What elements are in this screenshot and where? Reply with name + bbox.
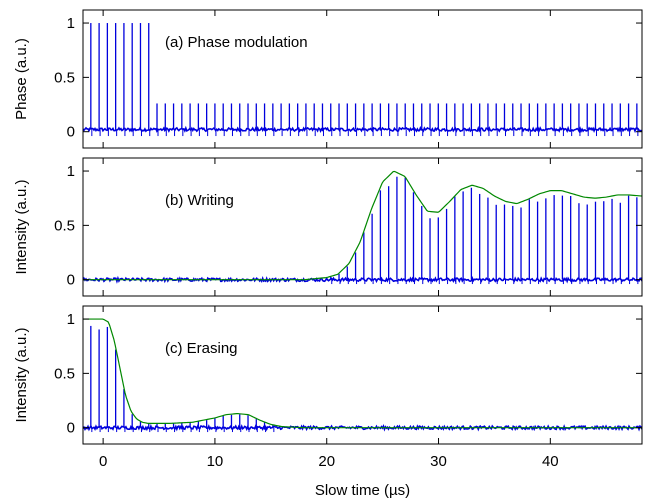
x-tick-label: 0 — [99, 453, 107, 470]
y-tick-label: 0 — [67, 272, 75, 289]
panel-a-data — [83, 23, 642, 137]
panel-c-data — [83, 318, 642, 433]
series-fit-curve — [83, 170, 642, 281]
y-tick-label: 0.5 — [54, 69, 75, 86]
y-axis-title: Phase (a.u.) — [13, 38, 30, 120]
y-tick-label: 1 — [67, 15, 75, 32]
panel-a-frame — [82, 9, 643, 149]
panel-b-frame — [82, 157, 643, 297]
x-tick-label: 30 — [430, 453, 447, 470]
panel-b: 0 0.5 1 Intensity (a.u.) (b) Writing — [13, 157, 643, 297]
panel-c-title: (c) Erasing — [165, 340, 238, 357]
series-baseline-trace — [83, 125, 642, 134]
x-tick-label: 20 — [318, 453, 335, 470]
panel-c-frame — [82, 305, 643, 445]
y-axis-title: Intensity (a.u.) — [13, 179, 30, 274]
y-axis-title: Intensity (a.u.) — [13, 327, 30, 422]
panel-a: 0 0.5 1 Phase (a.u.) (a) Phase modulation — [13, 9, 643, 149]
y-tick-label: 0.5 — [54, 365, 75, 382]
y-tick-label: 0 — [67, 420, 75, 437]
y-tick-label: 0 — [67, 124, 75, 141]
series-fit-curve — [83, 318, 642, 429]
x-tick-label: 10 — [207, 453, 224, 470]
x-axis-title: Slow time (µs) — [315, 482, 410, 499]
panel-b-title: (b) Writing — [165, 192, 234, 209]
y-tick-label: 0.5 — [54, 217, 75, 234]
y-tick-label: 1 — [67, 311, 75, 328]
panel-c: 0 0.5 1 Intensity (a.u.) (c) Erasing — [13, 305, 643, 445]
x-tick-label: 40 — [542, 453, 559, 470]
panel-b-data — [83, 170, 642, 285]
y-tick-label: 1 — [67, 163, 75, 180]
panel-a-title: (a) Phase modulation — [165, 34, 308, 51]
